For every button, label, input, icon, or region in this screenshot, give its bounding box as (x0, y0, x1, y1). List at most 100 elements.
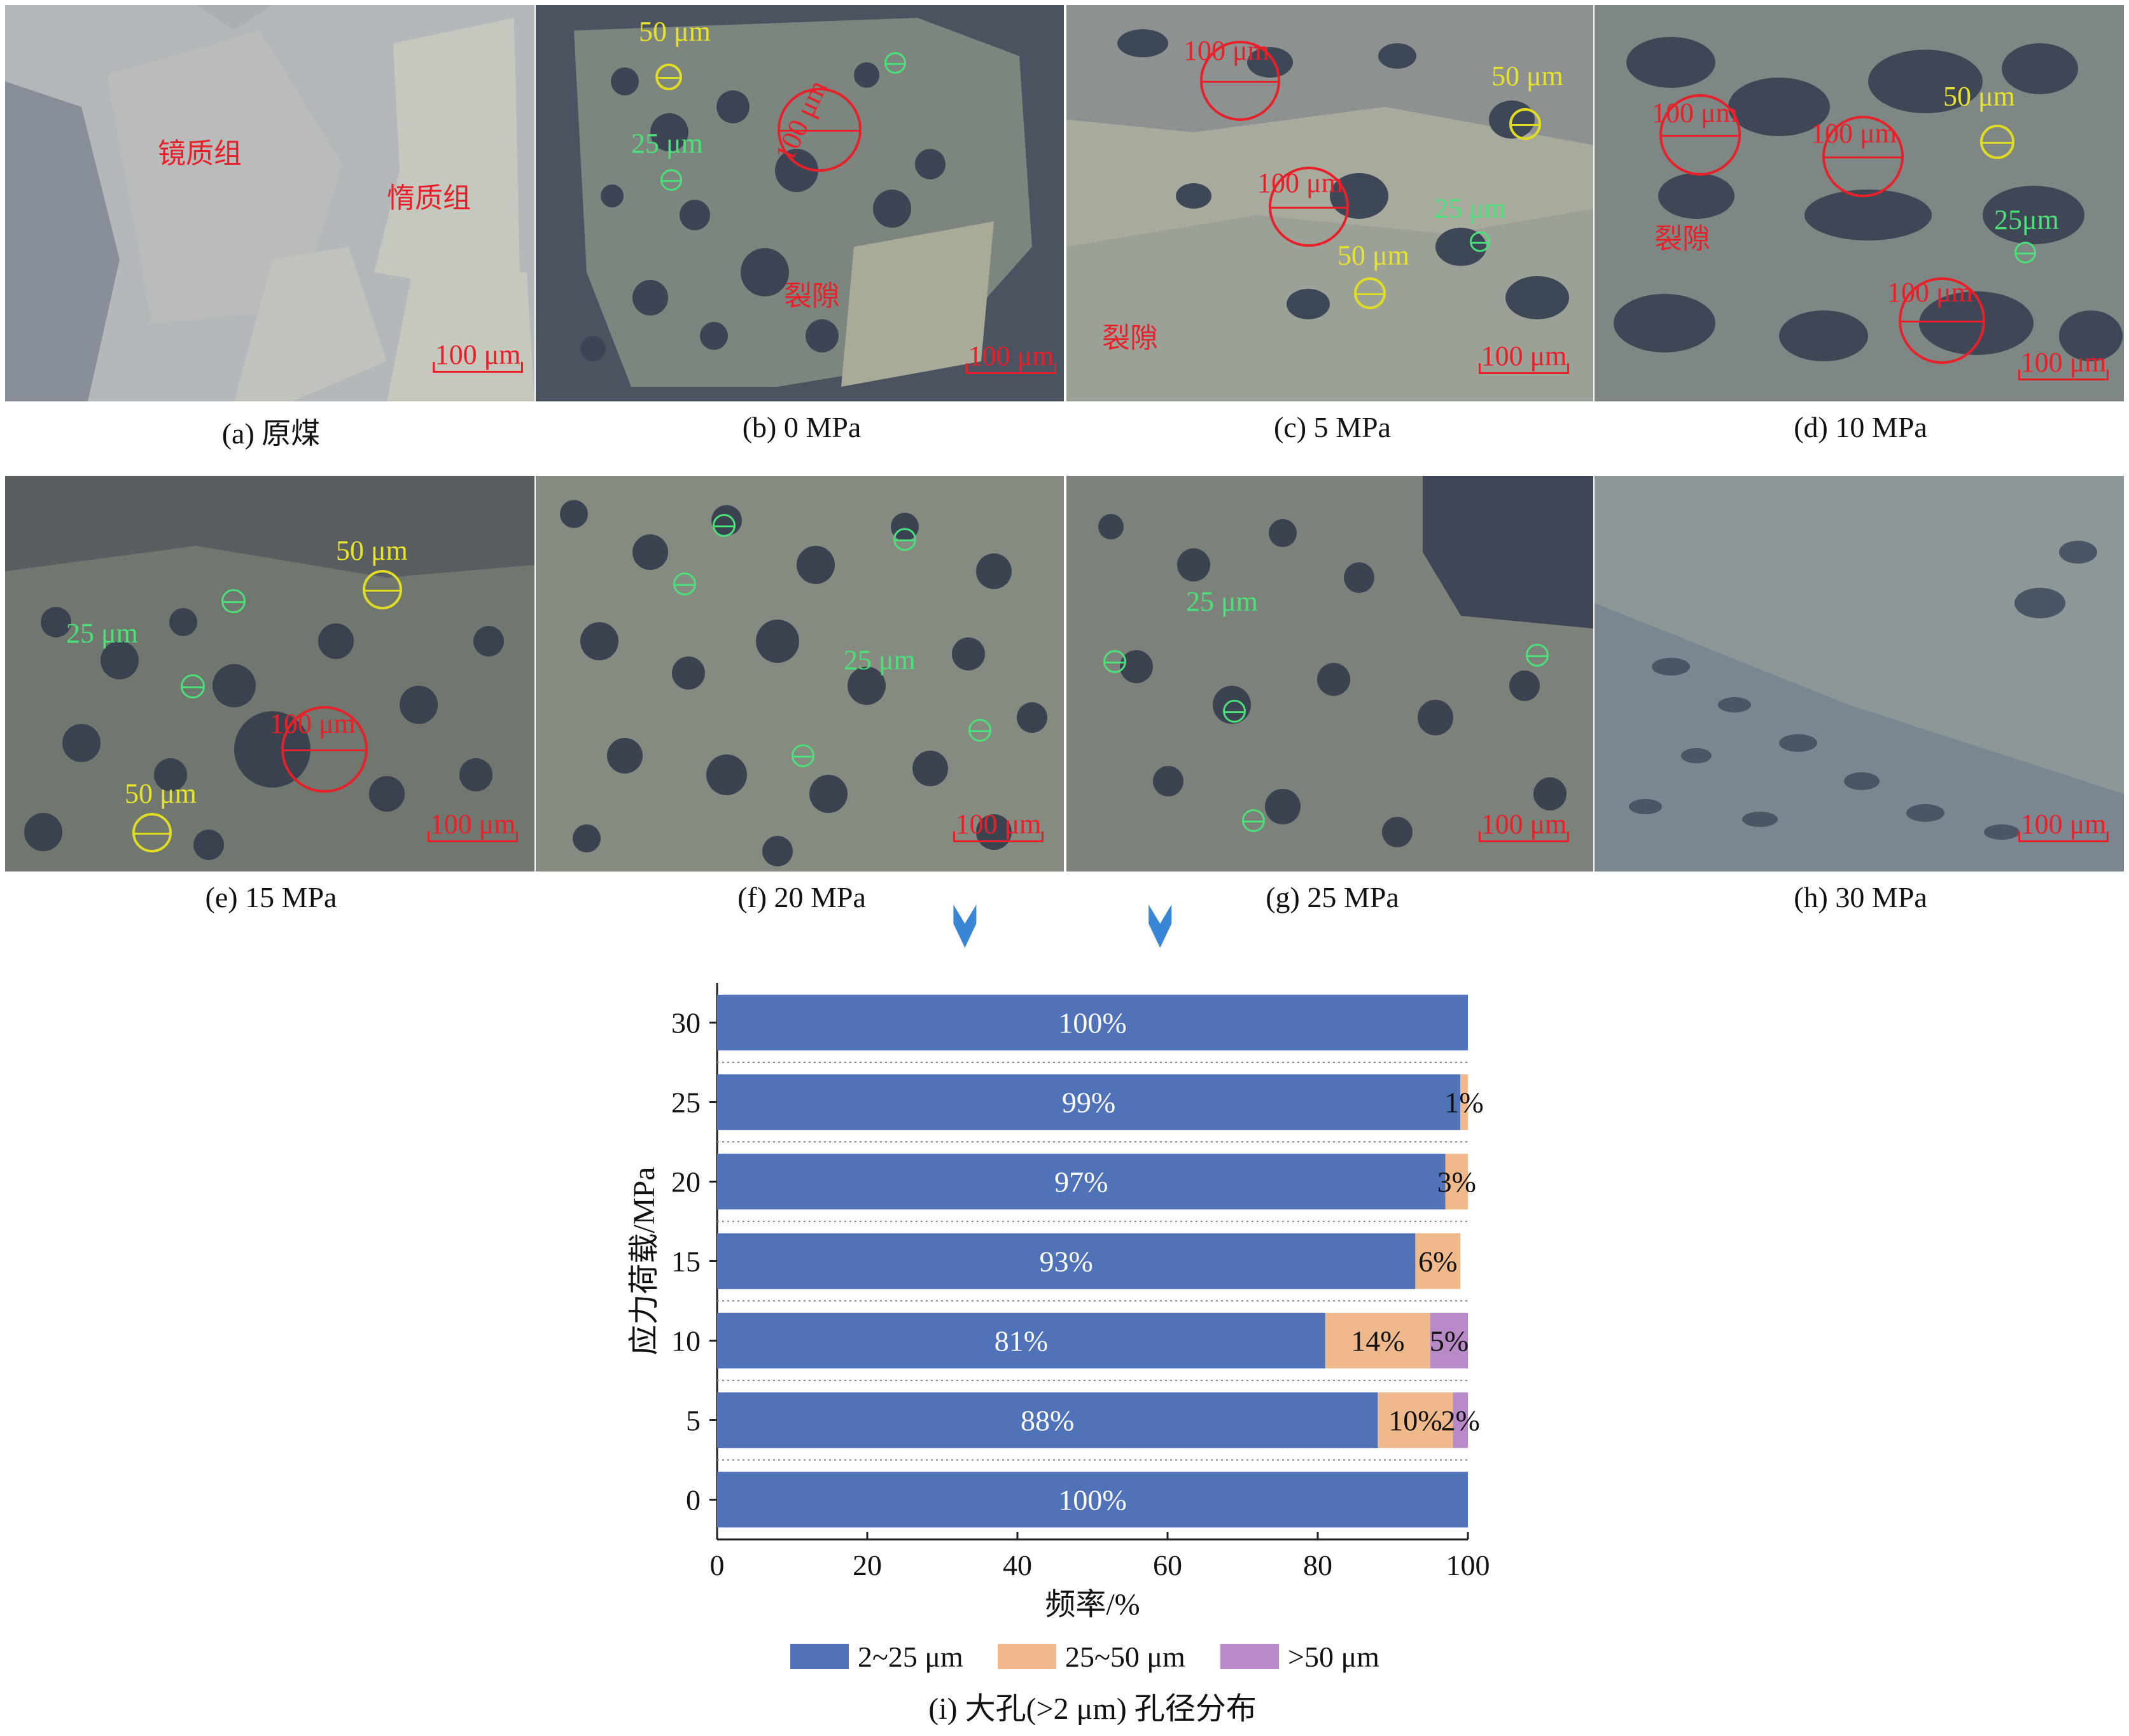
legend-swatch (1220, 1644, 1279, 1669)
pore-circle-50um (1980, 125, 2014, 159)
bar-segment (1415, 1233, 1461, 1289)
scale-bar: 100 μm (433, 341, 523, 373)
data-label: 1% (1444, 1087, 1483, 1119)
x-tick-label: 60 (1153, 1549, 1182, 1581)
legend-swatch (790, 1644, 849, 1669)
y-tick-label: 5 (686, 1405, 701, 1437)
bar-segment (717, 1153, 1446, 1210)
fracture-label: 裂隙 (784, 281, 840, 312)
pore-circle-100um (778, 88, 862, 172)
data-label: 10% (1388, 1405, 1442, 1437)
panel-h-caption: (h) 30 MPa (1794, 881, 1927, 913)
panel-f-caption: (f) 20 MPa (737, 881, 866, 913)
scale-bar: 100 μm (953, 810, 1044, 842)
label-100um: 100 μm (1183, 35, 1269, 66)
pore-circle-25um (660, 169, 682, 191)
scale-bar-label: 100 μm (968, 340, 1054, 372)
pore-circle-100um (1899, 277, 1985, 364)
data-label: 6% (1418, 1246, 1457, 1278)
label-100um: 100 μm (1887, 277, 1973, 308)
y-tick-label: 15 (671, 1246, 701, 1278)
label-100um: 100 μm (1652, 97, 1738, 128)
label-50um: 50 μm (639, 16, 711, 47)
bar-segment (717, 1471, 1468, 1528)
bar-segment (717, 1233, 1416, 1289)
panel-g: 25 μm 100 μm (1066, 476, 1593, 871)
bar-segment (717, 994, 1468, 1051)
label-100um: 100 μm (270, 708, 356, 739)
pore-circle-25um (221, 589, 246, 613)
data-label: 93% (1040, 1246, 1093, 1278)
label-25um: 25 μm (1186, 586, 1258, 617)
label-50um: 50 μm (1491, 60, 1563, 92)
data-label: 81% (995, 1325, 1048, 1358)
data-label: 100% (1058, 1484, 1126, 1517)
y-axis-label: 应力荷载/MPa (627, 1167, 661, 1355)
inertinite-label: 惰质组 (387, 183, 471, 214)
scale-bar: 100 μm (1479, 342, 1569, 374)
label-100um: 100 μm (1811, 118, 1897, 149)
bar-segment (1453, 1392, 1468, 1448)
panel-a: 镜质组 惰质组 100 μm (5, 5, 534, 401)
panel-f: 25 μm 100 μm (536, 476, 1064, 871)
pore-circle-25um (1223, 700, 1246, 723)
x-tick-label: 80 (1303, 1549, 1332, 1581)
y-tick-label: 20 (671, 1166, 701, 1198)
label-25um: 25μm (1994, 204, 2059, 235)
pore-circle-25um (893, 528, 916, 551)
pore-circle-50um (132, 813, 172, 852)
label-50um: 50 μm (1943, 81, 2015, 112)
data-label: 3% (1437, 1166, 1476, 1198)
micrograph-30mpa (1595, 476, 2124, 871)
y-tick-label: 0 (686, 1484, 701, 1517)
label-100um: 100 μm (1257, 167, 1343, 198)
panel-c: 100 μm 50 μm 100 μm 25 μm 50 μm 裂隙 100 μ… (1066, 5, 1593, 401)
pore-circle-100um (1269, 167, 1349, 247)
pore-circle-100um (281, 706, 368, 793)
micrograph-raw-coal (5, 5, 534, 401)
panel-h: 100 μm (1595, 476, 2124, 871)
legend-label: >50 μm (1288, 1641, 1379, 1673)
micrograph-0mpa (536, 5, 1064, 401)
legend-swatch (998, 1644, 1056, 1669)
fracture-label: 裂隙 (1102, 323, 1158, 354)
bar-segment (1460, 1074, 1468, 1130)
scale-bar-label: 100 μm (955, 809, 1042, 840)
y-tick-label: 25 (671, 1087, 701, 1119)
y-tick-label: 30 (671, 1007, 701, 1039)
label-50um: 50 μm (1337, 240, 1409, 271)
pore-circle-25um (1470, 232, 1490, 252)
pore-circle-25um (1526, 644, 1549, 667)
pore-circle-50um (363, 570, 402, 609)
label-25um: 25 μm (844, 644, 916, 676)
x-tick-label: 100 (1446, 1549, 1490, 1581)
data-label: 14% (1351, 1325, 1404, 1358)
pore-circle-50um (655, 64, 682, 90)
legend-label: 25~50 μm (1065, 1641, 1185, 1673)
bar-segment (717, 1074, 1461, 1130)
bar-segment (1430, 1312, 1468, 1369)
panel-a-caption: (a) 原煤 (221, 417, 321, 450)
micrograph-10mpa (1595, 5, 2124, 401)
bar-segment (1325, 1312, 1430, 1369)
panel-b: 50 μm 25 μm 100 μm 裂隙 100 μm (536, 5, 1064, 401)
x-tick-label: 20 (853, 1549, 882, 1581)
pore-circle-50um (1509, 108, 1541, 140)
pore-circle-100um (1659, 94, 1741, 176)
fracture-label: 裂隙 (1654, 223, 1710, 254)
data-label: 99% (1062, 1087, 1115, 1119)
bar-segment (717, 1392, 1378, 1448)
label-50um: 50 μm (336, 535, 408, 566)
panel-c-caption: (c) 5 MPa (1274, 411, 1391, 443)
x-tick-label: 0 (710, 1549, 725, 1581)
pore-circle-25um (673, 573, 696, 595)
x-tick-label: 40 (1003, 1549, 1032, 1581)
data-label: 100% (1058, 1007, 1126, 1039)
panel-b-caption: (b) 0 MPa (742, 411, 862, 443)
pore-circle-100um (1200, 41, 1280, 121)
panel-d-caption: (d) 10 MPa (1794, 411, 1927, 443)
label-25um: 25 μm (631, 128, 703, 159)
pore-circle-100um (1822, 116, 1904, 197)
pore-circle-25um (181, 674, 205, 698)
scale-bar-label: 100 μm (435, 339, 521, 370)
